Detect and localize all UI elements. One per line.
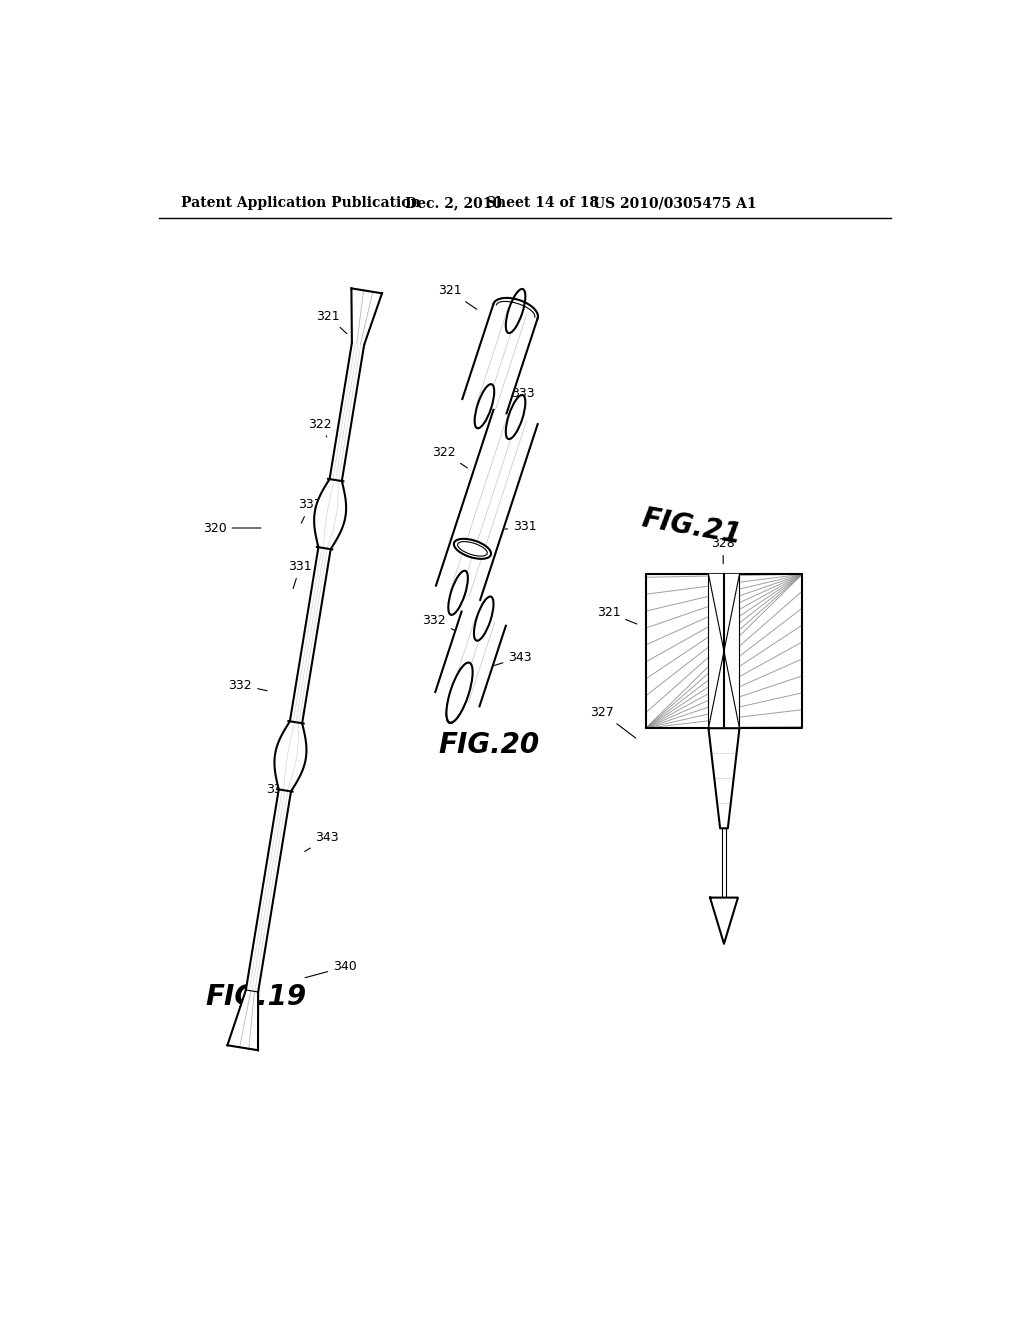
Polygon shape — [436, 411, 538, 599]
Text: FIG.19: FIG.19 — [206, 983, 306, 1011]
Polygon shape — [709, 729, 739, 829]
Text: 333: 333 — [506, 387, 536, 401]
Text: 327: 327 — [591, 706, 636, 738]
Ellipse shape — [446, 663, 473, 722]
Text: 328: 328 — [712, 537, 735, 564]
Polygon shape — [646, 574, 802, 729]
Ellipse shape — [447, 677, 467, 721]
Ellipse shape — [475, 384, 495, 428]
Ellipse shape — [446, 671, 469, 723]
Polygon shape — [435, 611, 506, 706]
Text: 322: 322 — [432, 446, 468, 469]
Polygon shape — [290, 548, 331, 723]
Polygon shape — [330, 343, 365, 480]
Text: 332: 332 — [422, 614, 459, 632]
Text: 322: 322 — [308, 417, 332, 437]
Ellipse shape — [447, 676, 468, 723]
Polygon shape — [274, 721, 306, 792]
Ellipse shape — [449, 570, 468, 615]
Ellipse shape — [446, 667, 471, 723]
Polygon shape — [314, 479, 346, 549]
Polygon shape — [351, 288, 382, 345]
Text: 321: 321 — [438, 284, 477, 309]
Text: 321: 321 — [597, 606, 637, 624]
Text: Dec. 2, 2010: Dec. 2, 2010 — [406, 197, 503, 210]
Text: 340: 340 — [305, 961, 357, 978]
Ellipse shape — [474, 597, 494, 640]
Ellipse shape — [506, 395, 525, 440]
Text: 330: 330 — [265, 774, 290, 796]
Ellipse shape — [458, 541, 487, 556]
Text: 331: 331 — [505, 520, 537, 533]
Text: Sheet 14 of 18: Sheet 14 of 18 — [486, 197, 599, 210]
Polygon shape — [246, 789, 291, 991]
Ellipse shape — [506, 289, 525, 333]
Polygon shape — [709, 574, 739, 729]
Text: 343: 343 — [305, 832, 339, 851]
Text: FIG.21: FIG.21 — [640, 504, 744, 549]
Polygon shape — [462, 304, 538, 413]
Polygon shape — [710, 898, 738, 944]
Text: FIG.20: FIG.20 — [438, 731, 539, 759]
Polygon shape — [227, 990, 258, 1051]
Text: 321: 321 — [316, 310, 347, 334]
Text: 343: 343 — [494, 651, 531, 665]
Text: 332: 332 — [228, 678, 267, 692]
Text: Patent Application Publication: Patent Application Publication — [180, 197, 420, 210]
Text: 320: 320 — [203, 521, 261, 535]
Text: 333: 333 — [298, 499, 322, 523]
Ellipse shape — [454, 539, 492, 558]
Text: US 2010/0305475 A1: US 2010/0305475 A1 — [593, 197, 757, 210]
Text: 331: 331 — [288, 560, 312, 589]
Polygon shape — [710, 898, 724, 944]
